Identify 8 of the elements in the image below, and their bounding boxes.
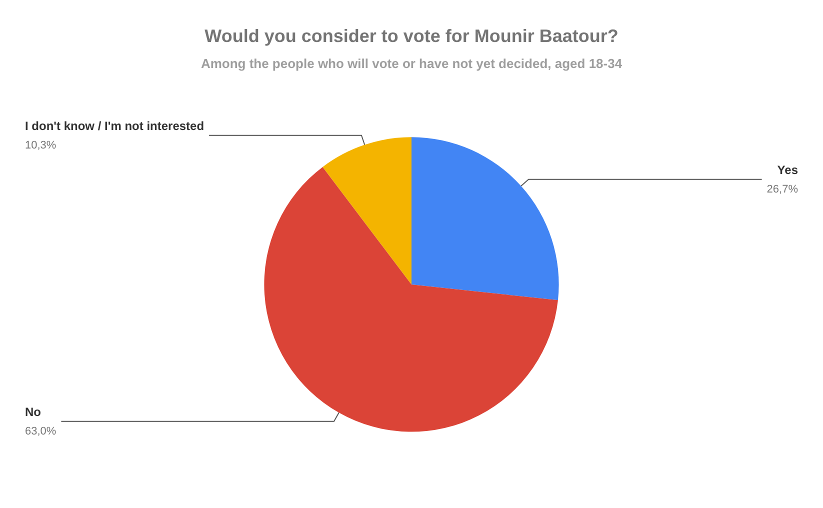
slice-label: I don't know / I'm not interested	[25, 118, 204, 133]
slice-label: No	[25, 404, 41, 419]
data-label: 63,0%	[25, 425, 56, 438]
chart-title: Would you consider to vote for Mounir Baatour?	[204, 26, 618, 46]
slice-label: Yes	[777, 162, 798, 177]
chart-subtitle: Among the people who will vote or have not yet decided, aged 18-34	[200, 56, 623, 71]
data-label: 26,7%	[766, 183, 798, 196]
data-label: 10,3%	[25, 139, 56, 152]
